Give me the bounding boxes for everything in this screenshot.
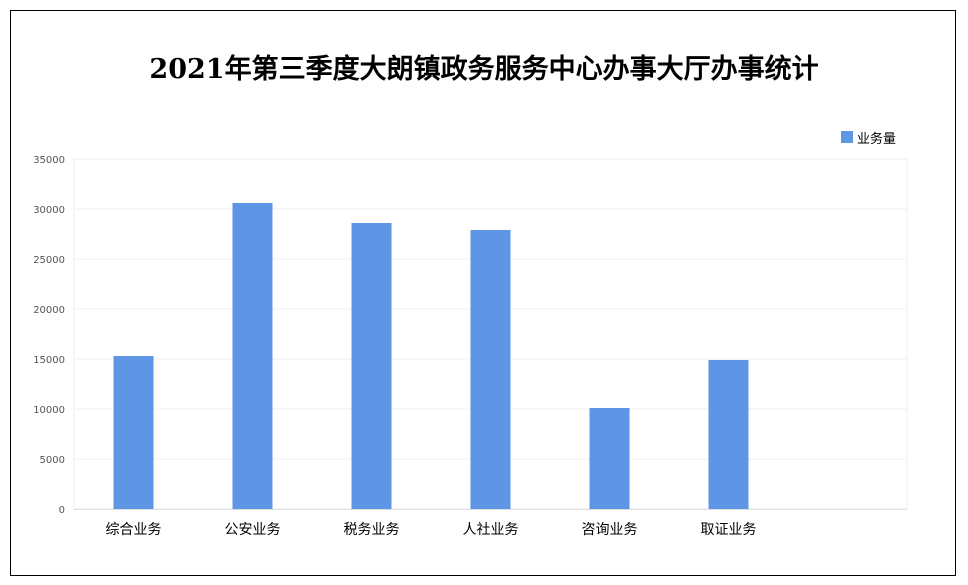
x-tick-label: 公安业务 bbox=[225, 522, 281, 538]
bar bbox=[589, 408, 630, 509]
chart-title: 2021年第三季度大朗镇政务服务中心办事大厅办事统计 bbox=[149, 54, 819, 85]
bar bbox=[351, 223, 392, 509]
bar bbox=[708, 360, 749, 509]
legend-swatch bbox=[841, 131, 853, 143]
x-tick-label: 税务业务 bbox=[344, 522, 400, 538]
x-tick-label: 取证业务 bbox=[701, 522, 757, 538]
legend: 业务量 bbox=[841, 128, 897, 147]
x-tick-label: 综合业务 bbox=[106, 522, 162, 538]
bar bbox=[113, 356, 154, 509]
y-tick-label: 5000 bbox=[40, 455, 65, 466]
y-tick-label: 10000 bbox=[33, 405, 65, 416]
y-tick-label: 0 bbox=[59, 505, 65, 516]
x-tick-label: 人社业务 bbox=[463, 522, 519, 538]
y-tick-label: 35000 bbox=[33, 155, 65, 166]
x-tick-label: 咨询业务 bbox=[582, 522, 638, 538]
bar bbox=[470, 230, 511, 509]
y-tick-label: 25000 bbox=[33, 255, 65, 266]
y-tick-label: 15000 bbox=[33, 355, 65, 366]
y-tick-label: 20000 bbox=[33, 305, 65, 316]
bar bbox=[232, 203, 273, 509]
legend-label: 业务量 bbox=[857, 131, 897, 147]
y-tick-label: 30000 bbox=[33, 205, 65, 216]
